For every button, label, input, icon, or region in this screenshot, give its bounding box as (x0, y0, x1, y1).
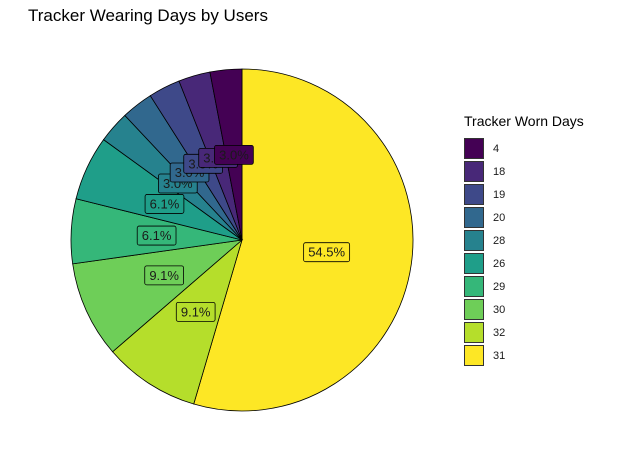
slice-label-text: 3.0% (219, 147, 249, 162)
legend-key (464, 161, 484, 182)
legend-item-29: 29 (464, 275, 584, 298)
legend-label: 30 (493, 303, 506, 316)
slice-label-text: 54.5% (308, 245, 345, 260)
slice-label-30: 9.1% (144, 265, 184, 286)
legend-key (464, 322, 484, 343)
legend: Tracker Worn Days 4 18 19 20 28 26 29 30 32 31 (464, 113, 584, 367)
legend-label: 29 (493, 280, 506, 293)
chart-title: Tracker Wearing Days by Users (28, 6, 268, 25)
legend-key (464, 253, 484, 274)
slice-label-box (136, 225, 177, 246)
legend-item-26: 26 (464, 252, 584, 275)
legend-key (464, 230, 484, 251)
legend-key (464, 138, 484, 159)
legend-item-32: 32 (464, 321, 584, 344)
slice-label-29: 6.1% (136, 225, 177, 246)
slice-label-text: 9.1% (149, 268, 179, 283)
legend-label: 4 (493, 142, 500, 155)
legend-title: Tracker Worn Days (464, 113, 584, 129)
slice-label-box (175, 301, 216, 322)
slice-label-4: 3.0% (214, 144, 254, 165)
slice-label-31: 54.5% (303, 242, 351, 263)
legend-label: 26 (493, 257, 506, 270)
legend-key (464, 184, 484, 205)
slice-label-26: 6.1% (144, 194, 185, 214)
legend-label: 20 (493, 211, 506, 224)
legend-item-18: 18 (464, 160, 584, 183)
slice-label-text: 6.1% (150, 196, 180, 211)
slice-label-box (144, 265, 184, 286)
legend-label: 31 (493, 349, 506, 362)
legend-item-4: 4 (464, 137, 584, 160)
legend-label: 32 (493, 326, 506, 339)
legend-item-19: 19 (464, 183, 584, 206)
slice-label-text: 9.1% (181, 304, 211, 319)
legend-item-20: 20 (464, 206, 584, 229)
legend-key (464, 276, 484, 297)
legend-label: 18 (493, 165, 506, 178)
slice-label-32: 9.1% (175, 301, 216, 322)
pie-slice-30 (72, 239, 244, 353)
slice-label-text: 6.1% (142, 228, 172, 243)
slice-label-box (214, 144, 254, 165)
legend-item-28: 28 (464, 229, 584, 252)
slice-label-box (303, 242, 351, 263)
legend-label: 19 (493, 188, 506, 201)
legend-key (464, 207, 484, 228)
legend-item-31: 31 (464, 344, 584, 367)
legend-item-30: 30 (464, 298, 584, 321)
pie-slice-32 (112, 238, 243, 405)
legend-key (464, 345, 484, 366)
slice-label-box (144, 194, 185, 214)
legend-label: 28 (493, 234, 506, 247)
legend-key (464, 299, 484, 320)
